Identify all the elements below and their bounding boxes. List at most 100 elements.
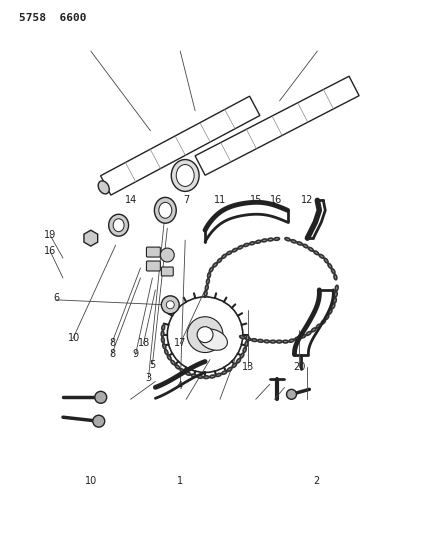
Ellipse shape — [222, 371, 227, 374]
Ellipse shape — [240, 336, 245, 338]
Circle shape — [95, 391, 107, 403]
Ellipse shape — [264, 340, 269, 343]
Polygon shape — [101, 96, 260, 195]
Ellipse shape — [227, 367, 232, 372]
Ellipse shape — [316, 324, 321, 328]
Text: 16: 16 — [270, 195, 282, 205]
Ellipse shape — [209, 268, 213, 272]
Ellipse shape — [334, 274, 337, 280]
Ellipse shape — [165, 350, 168, 354]
Ellipse shape — [262, 239, 267, 242]
Ellipse shape — [245, 341, 248, 346]
Ellipse shape — [208, 273, 211, 278]
Ellipse shape — [205, 285, 208, 290]
Ellipse shape — [274, 238, 279, 240]
Ellipse shape — [324, 259, 328, 263]
Text: 1: 1 — [177, 477, 183, 486]
Ellipse shape — [213, 263, 217, 267]
Text: 11: 11 — [214, 195, 226, 205]
Text: 18: 18 — [138, 338, 150, 349]
Ellipse shape — [268, 238, 273, 241]
Ellipse shape — [167, 355, 171, 360]
Ellipse shape — [314, 251, 318, 255]
Ellipse shape — [197, 375, 203, 378]
Ellipse shape — [297, 242, 302, 245]
Ellipse shape — [306, 332, 311, 335]
Polygon shape — [195, 76, 359, 175]
Ellipse shape — [180, 369, 185, 373]
Ellipse shape — [204, 376, 209, 378]
Ellipse shape — [163, 344, 166, 349]
Text: 8: 8 — [109, 338, 115, 349]
Ellipse shape — [199, 329, 227, 350]
Ellipse shape — [309, 247, 313, 251]
Ellipse shape — [291, 240, 296, 243]
Circle shape — [167, 297, 243, 373]
FancyBboxPatch shape — [146, 247, 160, 257]
Ellipse shape — [176, 165, 194, 187]
Ellipse shape — [237, 359, 241, 363]
Ellipse shape — [300, 335, 306, 338]
Text: 14: 14 — [125, 195, 137, 205]
Ellipse shape — [328, 309, 332, 314]
Ellipse shape — [285, 238, 290, 241]
Ellipse shape — [250, 242, 255, 245]
Ellipse shape — [171, 360, 175, 365]
Ellipse shape — [232, 248, 237, 252]
Circle shape — [166, 301, 174, 309]
Ellipse shape — [334, 292, 337, 297]
Text: 4: 4 — [177, 381, 183, 391]
Text: 16: 16 — [44, 246, 56, 256]
Ellipse shape — [185, 372, 190, 375]
Ellipse shape — [210, 375, 215, 378]
Text: 2: 2 — [313, 477, 319, 486]
Ellipse shape — [283, 340, 288, 343]
Circle shape — [197, 327, 213, 343]
Ellipse shape — [161, 337, 164, 343]
Ellipse shape — [244, 244, 249, 246]
Ellipse shape — [321, 320, 325, 324]
Ellipse shape — [240, 353, 244, 358]
Ellipse shape — [238, 246, 243, 249]
Ellipse shape — [331, 269, 335, 273]
Ellipse shape — [206, 279, 209, 284]
Circle shape — [286, 389, 297, 399]
Ellipse shape — [191, 374, 196, 377]
Ellipse shape — [333, 298, 336, 303]
Ellipse shape — [319, 254, 324, 258]
Ellipse shape — [161, 331, 164, 336]
Circle shape — [161, 296, 179, 314]
Ellipse shape — [204, 291, 207, 296]
Ellipse shape — [336, 285, 338, 290]
Ellipse shape — [232, 364, 237, 367]
Ellipse shape — [270, 340, 276, 343]
Ellipse shape — [227, 251, 232, 255]
Ellipse shape — [289, 339, 294, 342]
Ellipse shape — [312, 328, 316, 332]
Ellipse shape — [98, 181, 109, 194]
Ellipse shape — [276, 340, 282, 343]
Ellipse shape — [109, 214, 128, 236]
Text: 10: 10 — [68, 333, 80, 343]
Ellipse shape — [331, 304, 335, 309]
FancyBboxPatch shape — [161, 267, 173, 276]
Ellipse shape — [328, 263, 332, 268]
Text: 8: 8 — [109, 349, 115, 359]
Text: 17: 17 — [174, 338, 186, 349]
Ellipse shape — [246, 337, 251, 341]
Text: 6: 6 — [54, 293, 60, 303]
Text: 3: 3 — [145, 373, 151, 383]
Text: 13: 13 — [242, 362, 254, 372]
Ellipse shape — [159, 203, 172, 218]
Text: 9: 9 — [132, 349, 138, 359]
Ellipse shape — [155, 197, 176, 223]
Circle shape — [187, 317, 223, 352]
Text: 7: 7 — [183, 195, 190, 205]
Ellipse shape — [217, 259, 222, 263]
Circle shape — [160, 248, 174, 262]
Text: 19: 19 — [44, 230, 56, 240]
Ellipse shape — [175, 365, 180, 369]
Text: 5: 5 — [149, 360, 155, 369]
Ellipse shape — [303, 244, 308, 248]
Text: 10: 10 — [85, 477, 97, 486]
